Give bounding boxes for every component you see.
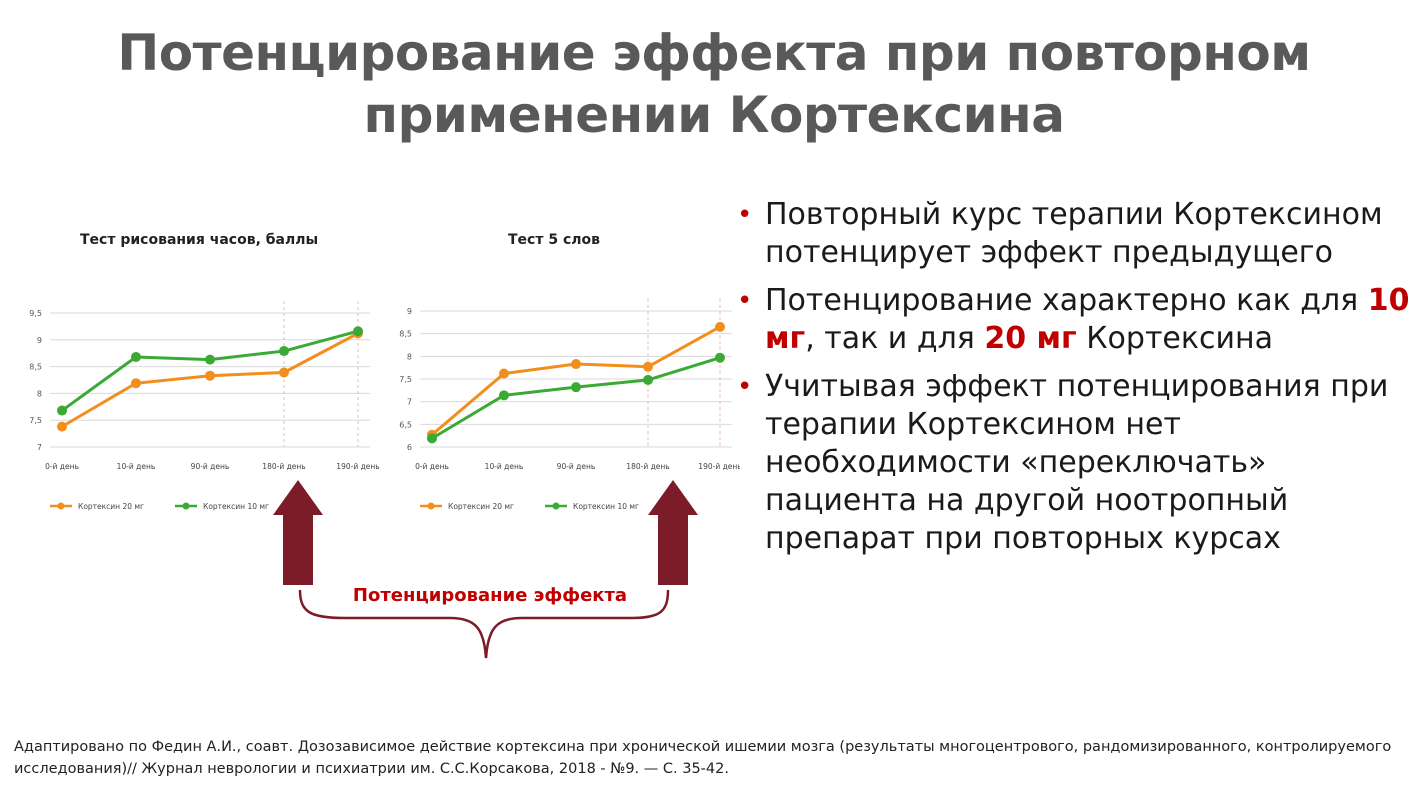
bullet-dot-icon: • xyxy=(737,372,753,402)
legend-label: Кортексин 20 мг xyxy=(78,502,144,511)
x-tick-label: 10-й день xyxy=(485,462,524,471)
y-tick-label: 8,5 xyxy=(29,363,42,372)
data-point xyxy=(643,374,653,385)
legend-label: Кортексин 10 мг xyxy=(573,502,639,511)
series-line xyxy=(431,325,721,436)
data-point xyxy=(427,433,437,444)
bullet-list: • Повторный курс терапии Кортексином пот… xyxy=(735,196,1415,568)
data-point xyxy=(279,367,289,378)
x-tick-label: 190-й день xyxy=(698,462,740,471)
bullet-text-2-post: Кортексина xyxy=(1076,321,1273,356)
chart2-title: Тест 5 слов xyxy=(508,232,600,248)
y-tick-label: 7,5 xyxy=(399,375,412,384)
y-tick-label: 6 xyxy=(407,443,412,452)
legend-marker xyxy=(182,502,190,510)
y-tick-label: 6,5 xyxy=(399,420,412,429)
highlight-10mg: 10 мг xyxy=(765,283,1410,356)
x-tick-label: 90-й день xyxy=(191,462,230,471)
data-point xyxy=(499,390,509,401)
potentiation-annotation xyxy=(273,480,698,659)
bullet-item: • Повторный курс терапии Кортексином пот… xyxy=(735,196,1415,272)
data-point xyxy=(571,382,581,393)
x-tick-label: 180-й день xyxy=(626,462,669,471)
legend-marker xyxy=(57,502,65,510)
data-point xyxy=(57,405,67,416)
data-point xyxy=(715,321,725,332)
x-tick-label: 190-й день xyxy=(336,462,379,471)
data-point xyxy=(131,378,141,389)
curly-brace xyxy=(298,589,670,659)
chart1-title: Тест рисования часов, баллы xyxy=(80,232,319,248)
data-point xyxy=(571,359,581,370)
x-tick-label: 0-й день xyxy=(415,462,449,471)
bullet-text-1: Повторный курс терапии Кортексином потен… xyxy=(765,197,1383,270)
y-tick-label: 9,5 xyxy=(29,309,42,318)
citation-footnote: Адаптировано по Федин А.И., соавт. Дозоз… xyxy=(14,739,1392,777)
data-point xyxy=(715,352,725,363)
data-point xyxy=(205,354,215,365)
data-point xyxy=(643,361,653,372)
y-tick-label: 7 xyxy=(37,443,42,452)
data-point xyxy=(57,421,67,432)
data-point xyxy=(205,370,215,381)
x-tick-label: 90-й день xyxy=(557,462,596,471)
x-tick-label: 10-й день xyxy=(117,462,156,471)
y-tick-label: 8,5 xyxy=(399,330,412,339)
title-line-2: применении Кортексина xyxy=(363,86,1065,144)
legend-label: Кортексин 20 мг xyxy=(448,502,514,511)
bullet-text-2-mid: , так и для xyxy=(805,321,985,356)
x-tick-label: 0-й день xyxy=(45,462,79,471)
brace-label: Потенцирование эффекта xyxy=(352,585,628,606)
bullet-item: • Учитывая эффект потенцирования при тер… xyxy=(735,368,1415,558)
y-tick-label: 9 xyxy=(37,336,42,345)
legend-label: Кортексин 10 мг xyxy=(203,502,269,511)
five-words-chart: 66,577,588,590-й день 10-й день 90-й день 1… xyxy=(399,299,740,511)
title-line-1: Потенцирование эффекта при повторном xyxy=(117,24,1311,82)
y-tick-label: 8 xyxy=(407,352,412,361)
x-tick-label: 180-й день xyxy=(262,462,305,471)
data-point xyxy=(131,351,141,362)
data-point xyxy=(353,326,363,337)
up-arrow-right-icon xyxy=(648,480,698,585)
legend-marker xyxy=(552,502,560,510)
y-tick-label: 7 xyxy=(407,398,412,407)
bullet-dot-icon: • xyxy=(737,200,753,230)
highlight-20mg: 20 мг xyxy=(984,321,1077,356)
legend-marker xyxy=(427,502,435,510)
bullet-dot-icon: • xyxy=(737,286,753,316)
data-point xyxy=(279,346,289,357)
bullet-text-3: Учитывая эффект потенцирования при терап… xyxy=(765,369,1389,556)
up-arrow-left-icon xyxy=(273,480,323,585)
clock-drawing-chart: 7 7,5 8 8,5 9 9,5 0-й день 10-й день 90-й день 18… xyxy=(29,301,380,511)
y-tick-label: 9 xyxy=(407,307,412,316)
bullet-text-2-pre: Потенцирование характерно как для xyxy=(765,283,1368,318)
data-point xyxy=(499,368,509,379)
y-tick-label: 7,5 xyxy=(29,416,42,425)
slide-title: Потенцирование эффекта при повторном при… xyxy=(0,22,1428,146)
bullet-item: • Потенцирование характерно как для 10 м… xyxy=(735,282,1415,358)
y-tick-label: 8 xyxy=(37,389,42,398)
